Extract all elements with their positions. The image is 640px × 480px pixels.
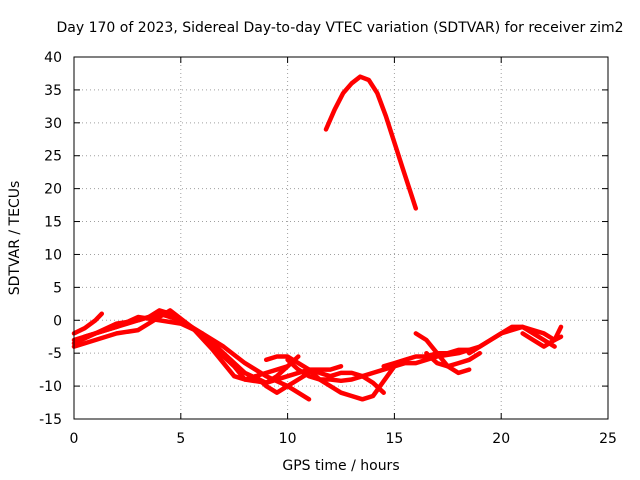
plot-frame (73, 56, 609, 420)
series-line-track-10 (323, 74, 419, 211)
series-line-track-7 (263, 354, 397, 402)
series-line-track-12 (413, 331, 472, 376)
data-series (71, 74, 564, 402)
x-tick-label: 5 (176, 431, 185, 447)
y-tick-label: 15 (44, 215, 62, 231)
x-axis-label: GPS time / hours (282, 458, 399, 474)
x-tick-label: 20 (492, 431, 510, 447)
series-line-track-14 (466, 324, 564, 356)
series-line-track-9 (306, 367, 386, 395)
series-line-track-5 (82, 308, 301, 382)
series-line-track-6 (253, 370, 312, 395)
series-line-track-15 (520, 324, 564, 349)
y-tick-label: -15 (39, 412, 62, 428)
y-tick-label: 30 (44, 116, 62, 132)
series-line-track-13 (424, 350, 483, 369)
y-tick-label: 35 (44, 83, 62, 99)
y-tick-label: 25 (44, 149, 62, 165)
y-tick-label: 5 (53, 280, 62, 296)
axis-ticks: 0 5 10 15 20 25 -15 -10 -5 0 5 10 15 20 25 30 35 40 (39, 50, 617, 447)
x-tick-label: 25 (599, 431, 617, 447)
x-tick-label: 10 (279, 431, 297, 447)
y-tick-label: -10 (39, 379, 62, 395)
y-tick-label: 40 (44, 50, 62, 66)
y-tick-label: 0 (53, 313, 62, 329)
chart-title: Day 170 of 2023, Sidereal Day-to-day VTE… (57, 20, 624, 36)
y-tick-label: 20 (44, 182, 62, 198)
y-axis-label: SDTVAR / TECUs (7, 181, 23, 296)
y-tick-label: 10 (44, 247, 62, 263)
y-tick-label: -5 (48, 346, 62, 362)
x-tick-label: 15 (385, 431, 403, 447)
series-line-track-1 (71, 311, 105, 336)
x-tick-label: 0 (70, 431, 79, 447)
